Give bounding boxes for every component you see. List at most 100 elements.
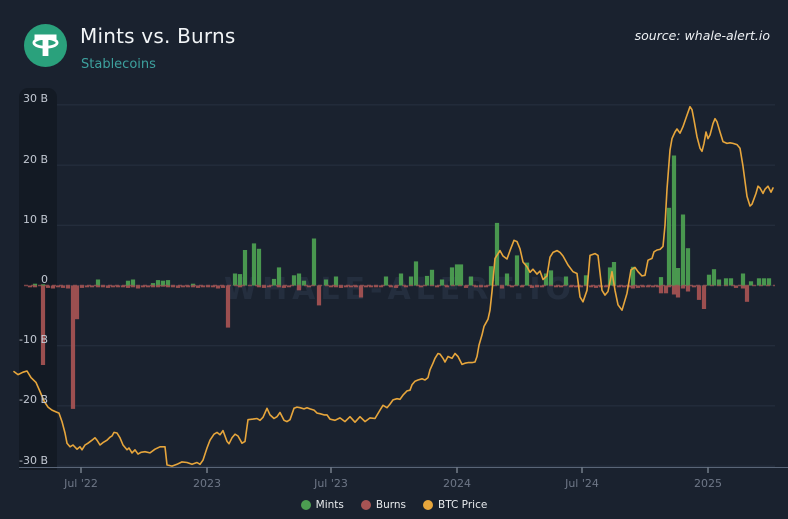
mint-bar[interactable] — [429, 269, 435, 286]
burn-bar[interactable] — [675, 285, 681, 298]
burn-bar[interactable] — [32, 285, 38, 288]
burn-bar[interactable] — [630, 285, 636, 289]
mint-bar[interactable] — [296, 273, 302, 286]
mint-bar[interactable] — [468, 276, 474, 286]
burn-bar[interactable] — [79, 285, 85, 288]
mint-bar[interactable] — [165, 280, 171, 286]
burn-bar[interactable] — [645, 285, 651, 288]
burn-bar[interactable] — [373, 285, 379, 288]
burn-bar[interactable] — [306, 285, 312, 288]
mint-bar[interactable] — [728, 278, 734, 286]
burn-bar[interactable] — [483, 285, 489, 288]
burn-bar[interactable] — [27, 285, 33, 288]
burn-bar[interactable] — [84, 285, 90, 288]
burn-bar[interactable] — [70, 285, 76, 409]
burn-bar[interactable] — [558, 285, 564, 288]
burn-bar[interactable] — [388, 285, 394, 288]
burn-bar[interactable] — [286, 285, 292, 288]
mint-bar[interactable] — [408, 276, 414, 286]
mint-bar[interactable] — [563, 276, 569, 286]
burn-bar[interactable] — [363, 285, 369, 288]
burn-bar[interactable] — [95, 285, 101, 288]
burn-bar[interactable] — [135, 285, 141, 289]
burn-bar[interactable] — [353, 285, 359, 288]
mint-bar[interactable] — [548, 270, 554, 286]
burn-bar[interactable] — [140, 285, 146, 288]
burn-bar[interactable] — [463, 285, 469, 288]
burn-bar[interactable] — [635, 285, 641, 288]
mint-bar[interactable] — [740, 273, 746, 286]
mint-bar[interactable] — [761, 278, 767, 286]
burn-bar[interactable] — [418, 285, 424, 288]
burn-bar[interactable] — [40, 285, 46, 366]
mint-bar[interactable] — [658, 277, 664, 286]
burn-bar[interactable] — [160, 285, 166, 287]
burn-bar[interactable] — [529, 285, 535, 288]
burn-bar[interactable] — [165, 285, 171, 288]
mint-bar[interactable] — [454, 264, 460, 286]
burn-bar[interactable] — [89, 285, 95, 288]
burn-bar[interactable] — [650, 285, 656, 288]
burn-bar[interactable] — [701, 285, 707, 310]
burn-bar[interactable] — [110, 285, 116, 288]
burn-bar[interactable] — [621, 285, 627, 288]
burn-bar[interactable] — [534, 285, 540, 288]
mint-bar[interactable] — [271, 278, 277, 286]
burn-bar[interactable] — [170, 285, 176, 288]
mint-bar[interactable] — [311, 238, 317, 286]
burn-bar[interactable] — [316, 285, 322, 306]
burn-bar[interactable] — [328, 285, 334, 288]
mint-bar[interactable] — [323, 279, 329, 286]
burn-bar[interactable] — [190, 285, 196, 288]
burn-bar[interactable] — [105, 285, 111, 288]
legend-item-burns[interactable]: Burns — [360, 499, 406, 511]
burn-bar[interactable] — [348, 285, 354, 288]
burn-bar[interactable] — [578, 285, 584, 288]
mint-bar[interactable] — [671, 155, 677, 286]
burn-bar[interactable] — [237, 285, 243, 288]
mints-burns-chart[interactable] — [0, 88, 788, 488]
mint-bar[interactable] — [766, 278, 772, 286]
burn-bar[interactable] — [150, 285, 156, 288]
burn-bar[interactable] — [276, 285, 282, 288]
burn-bar[interactable] — [130, 285, 136, 288]
mint-bar[interactable] — [383, 276, 389, 286]
burn-bar[interactable] — [220, 285, 226, 288]
burn-bar[interactable] — [195, 285, 201, 288]
burn-bar[interactable] — [733, 285, 739, 288]
burn-bar[interactable] — [691, 285, 697, 288]
mint-bar[interactable] — [276, 267, 282, 286]
mint-bar[interactable] — [398, 273, 404, 286]
mint-bar[interactable] — [711, 269, 717, 286]
burn-bar[interactable] — [658, 285, 664, 294]
burn-bar[interactable] — [358, 285, 364, 298]
burn-bar[interactable] — [744, 285, 750, 302]
burn-bar[interactable] — [666, 285, 672, 288]
burn-bar[interactable] — [155, 285, 161, 288]
mint-bar[interactable] — [150, 283, 156, 286]
burn-bar[interactable] — [368, 285, 374, 288]
burn-bar[interactable] — [125, 285, 131, 288]
mint-bar[interactable] — [583, 275, 589, 286]
mint-bar[interactable] — [488, 266, 494, 286]
mint-bar[interactable] — [666, 207, 672, 286]
mint-bar[interactable] — [680, 214, 686, 286]
mint-bar[interactable] — [675, 268, 681, 286]
legend-item-mints[interactable]: Mints — [300, 499, 344, 511]
burn-bar[interactable] — [403, 285, 409, 288]
mint-bar[interactable] — [458, 264, 464, 286]
mint-bar[interactable] — [333, 276, 339, 286]
burn-bar[interactable] — [680, 285, 686, 289]
mint-bar[interactable] — [723, 278, 729, 286]
burn-bar[interactable] — [120, 285, 126, 288]
burn-bar[interactable] — [175, 285, 181, 288]
mint-bar[interactable] — [95, 279, 101, 286]
burn-bar[interactable] — [180, 285, 186, 288]
burn-bar[interactable] — [225, 285, 231, 328]
mint-bar[interactable] — [439, 279, 445, 286]
burn-bar[interactable] — [210, 285, 216, 288]
mint-bar[interactable] — [514, 255, 520, 286]
burn-bar[interactable] — [60, 285, 66, 288]
burn-bar[interactable] — [499, 285, 505, 289]
burn-bar[interactable] — [655, 285, 661, 288]
